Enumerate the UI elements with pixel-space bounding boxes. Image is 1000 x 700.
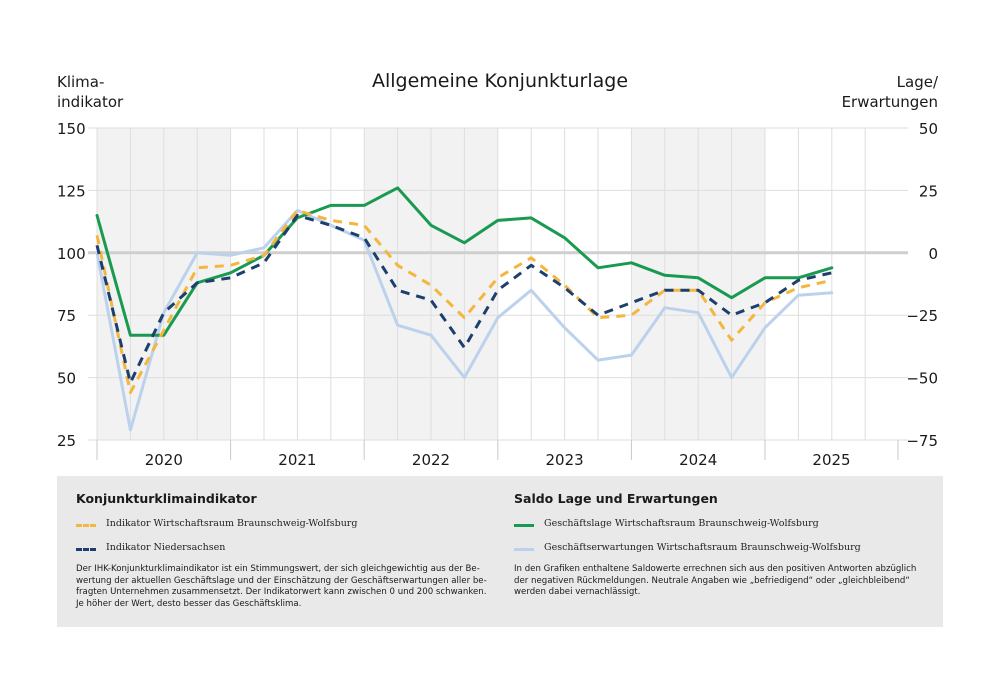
legend-label: Indikator Wirtschaftsraum Braunschweig-W… [106,518,358,529]
legend-label: Indikator Niedersachsen [106,542,226,553]
left-tick-label: 25 [57,432,76,450]
legend-label: Geschäftslage Wirtschaftsraum Braunschwe… [544,518,819,529]
right-axis-title-line1: Lage/ [896,73,938,91]
note-line: der negativen Rückmeldungen. Neutrale An… [514,575,910,586]
legend-right-note: In den Grafiken enthaltene Saldowerte er… [514,564,916,599]
chart-title: Allgemeine Konjunkturlage [371,70,629,92]
x-tick-label: 2023 [546,451,584,469]
right-tick-label: 0 [928,245,938,263]
legend-swatch-solid-green [514,524,534,527]
left-axis-title: Klima- indikator [57,72,123,112]
note-line: werden dabei vernachlässigt. [514,587,641,597]
note-line: Je höher der Wert, desto besser das Gesc… [76,598,302,609]
left-axis-title-line2: indikator [57,93,124,111]
right-tick-label: 25 [919,182,938,200]
axes [96,440,899,460]
note-line: Der IHK-Konjunkturklimaindikator ist ein… [76,564,480,574]
left-tick-label: 150 [57,120,86,138]
x-tick-label: 2022 [412,451,450,469]
right-axis-title: Lage/ Erwartungen [842,72,938,112]
left-tick-label: 50 [57,370,76,388]
legend-right-heading: Saldo Lage und Erwartungen [514,491,718,506]
legend-swatch-solid-lightblue [514,548,534,551]
legend-left-note: Der IHK-Konjunkturklimaindikator ist ein… [76,564,487,610]
note-line: In den Grafiken enthaltene Saldowerte er… [514,564,917,574]
right-tick-label: −75 [906,432,938,450]
right-tick-label: 50 [919,120,938,138]
x-tick-label: 2021 [278,451,316,469]
line-chart: 150 125 100 75 50 25 50 25 0 −25 −50 −75 2020 2021 202… [57,120,938,469]
right-tick-label: −25 [906,307,938,325]
note-line: wertung der aktuellen Geschäftslage und … [76,575,487,586]
legend-swatch-dashed-navy [76,548,96,551]
series-lines [95,186,834,432]
legend-label: Geschäftserwartungen Wirtschaftsraum Bra… [544,542,861,553]
right-axis-title-line2: Erwartungen [841,93,938,111]
series-line-1 [95,208,833,395]
note-line: fragten Unternehmen zusammensetzt. Der I… [76,587,487,597]
axis-labels: 150 125 100 75 50 25 50 25 0 −25 −50 −75 2020 2021 202… [57,120,938,469]
x-tick-label: 2025 [812,451,850,469]
legend-panel: Konjunkturklimaindikator Indikator Wirts… [57,476,943,627]
x-tick-label: 2020 [145,451,183,469]
left-axis-title-line1: Klima- [57,73,105,91]
series-line-4 [95,208,834,432]
legend-left-heading: Konjunkturklimaindikator [76,491,257,506]
left-tick-label: 125 [57,182,86,200]
left-tick-label: 100 [57,245,86,263]
legend-swatch-dashed-yellow [76,524,96,527]
series-line-3 [95,186,834,337]
right-tick-label: −50 [906,370,938,388]
left-tick-label: 75 [57,307,76,325]
x-tick-label: 2024 [679,451,717,469]
